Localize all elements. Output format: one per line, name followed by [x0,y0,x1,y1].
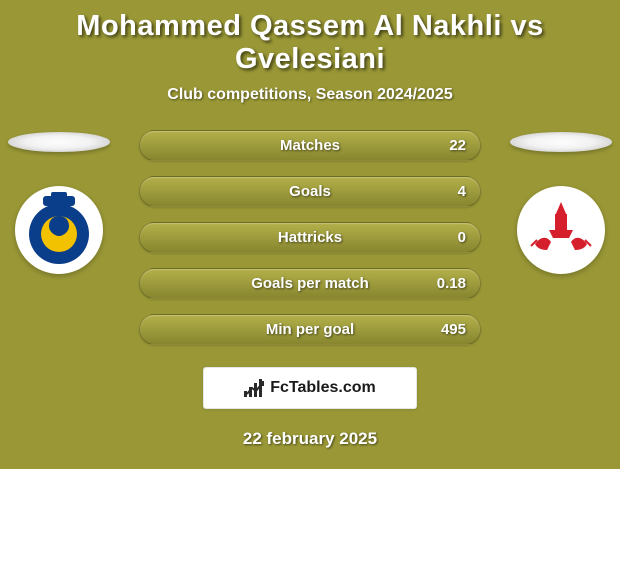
stat-label: Goals [289,183,331,200]
stat-bar: Hattricks 0 [139,222,481,253]
stat-label: Min per goal [266,321,354,338]
ellipse-placeholder-left [8,132,110,152]
stats-list: Matches 22 Goals 4 Hattricks 0 Goals per match… [139,128,481,345]
stat-label: Matches [280,137,340,154]
stat-right-value: 22 [449,137,466,154]
stat-bar: Matches 22 [139,130,481,161]
stat-bar: Goals 4 [139,176,481,207]
left-team-crest [15,186,103,274]
comparison-card: Mohammed Qassem Al Nakhli vs Gvelesiani … [0,0,620,469]
right-team-crest [517,186,605,274]
footer-date: 22 february 2025 [0,429,620,449]
page-subtitle: Club competitions, Season 2024/2025 [0,86,620,104]
stat-right-value: 0.18 [437,275,466,292]
ellipse-placeholder-right [510,132,612,152]
brand-badge[interactable]: FcTables.com [203,367,417,409]
stat-label: Goals per match [251,275,369,292]
stat-right-value: 4 [458,183,466,200]
stat-right-value: 0 [458,229,466,246]
page-title: Mohammed Qassem Al Nakhli vs Gvelesiani [0,8,620,86]
brand-text: FcTables.com [270,379,376,397]
crest-left-svg [15,186,103,274]
comparison-body: Matches 22 Goals 4 Hattricks 0 Goals per match… [0,128,620,345]
left-team-column [4,128,114,274]
brand-arrow-icon [246,380,264,398]
stat-right-value: 495 [441,321,466,338]
right-team-column [506,128,616,274]
crest-right-svg [517,186,605,274]
stat-bar: Goals per match 0.18 [139,268,481,299]
stat-label: Hattricks [278,229,342,246]
stat-bar: Min per goal 495 [139,314,481,345]
